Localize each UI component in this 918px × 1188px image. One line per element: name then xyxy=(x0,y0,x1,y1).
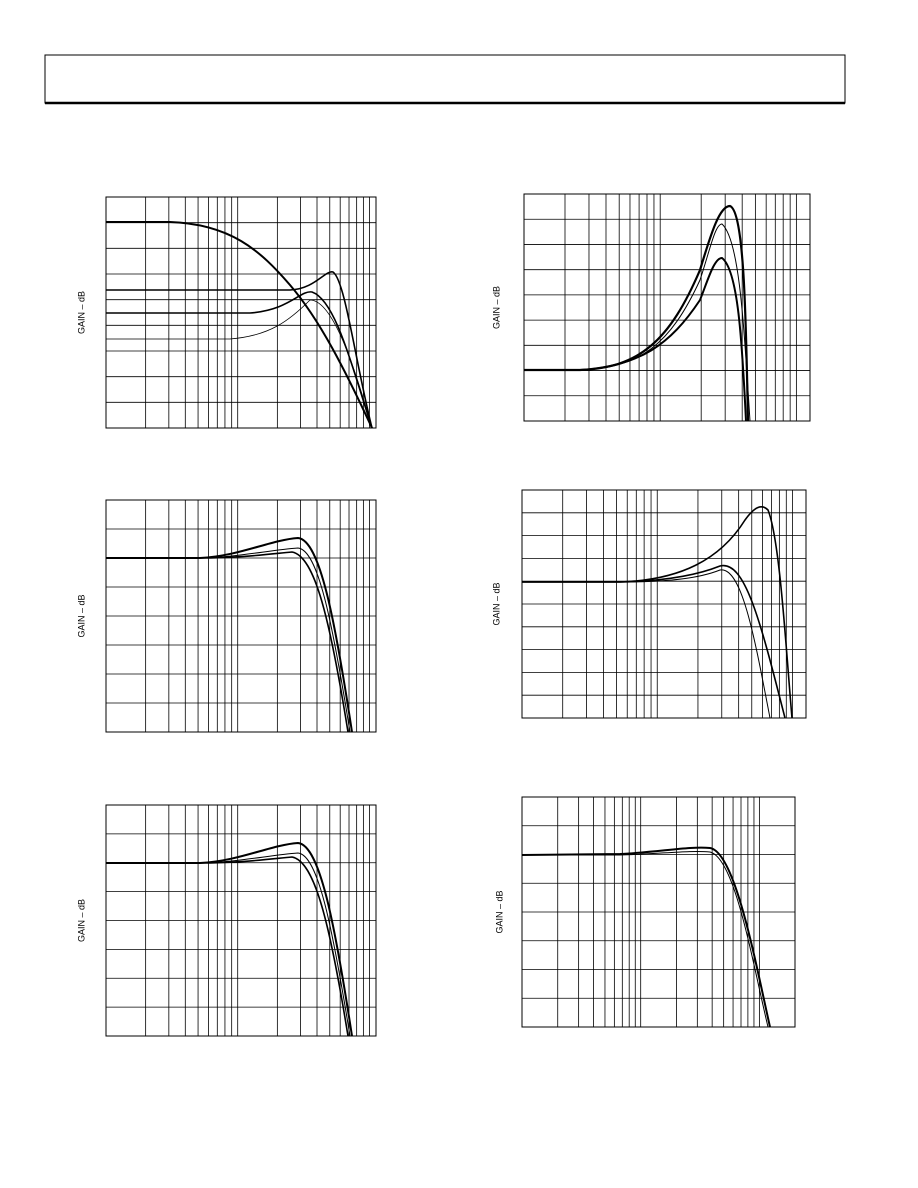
response-curve xyxy=(522,850,769,1028)
response-curve xyxy=(524,204,750,422)
plot-frame xyxy=(105,804,377,1037)
response-curve xyxy=(522,564,786,719)
response-curve xyxy=(522,506,793,719)
response-curve xyxy=(524,223,751,422)
y-axis-label: GAIN – dB xyxy=(491,286,501,329)
y-axis-label: GAIN – dB xyxy=(76,291,86,334)
plot-frame xyxy=(521,489,807,719)
response-curve xyxy=(106,291,373,429)
response-curve xyxy=(524,256,747,422)
y-axis-label: GAIN – dB xyxy=(491,582,501,625)
response-curve xyxy=(521,846,771,1028)
response-curve xyxy=(106,547,351,733)
plot-frame xyxy=(105,499,377,733)
response-curve xyxy=(106,221,373,429)
response-curve xyxy=(106,299,373,429)
response-curve xyxy=(106,551,349,733)
y-axis-label: GAIN – dB xyxy=(76,899,86,942)
plot-frame xyxy=(523,193,811,422)
response-curve xyxy=(106,841,353,1037)
y-axis-label: GAIN – dB xyxy=(494,890,504,933)
y-axis-label: GAIN – dB xyxy=(76,594,86,637)
response-curve xyxy=(106,856,349,1037)
header-box xyxy=(44,54,846,104)
response-curve xyxy=(522,569,771,719)
plot-frame xyxy=(521,796,796,1028)
response-curve xyxy=(106,536,353,733)
response-curve xyxy=(106,271,373,429)
response-curve xyxy=(106,852,351,1037)
